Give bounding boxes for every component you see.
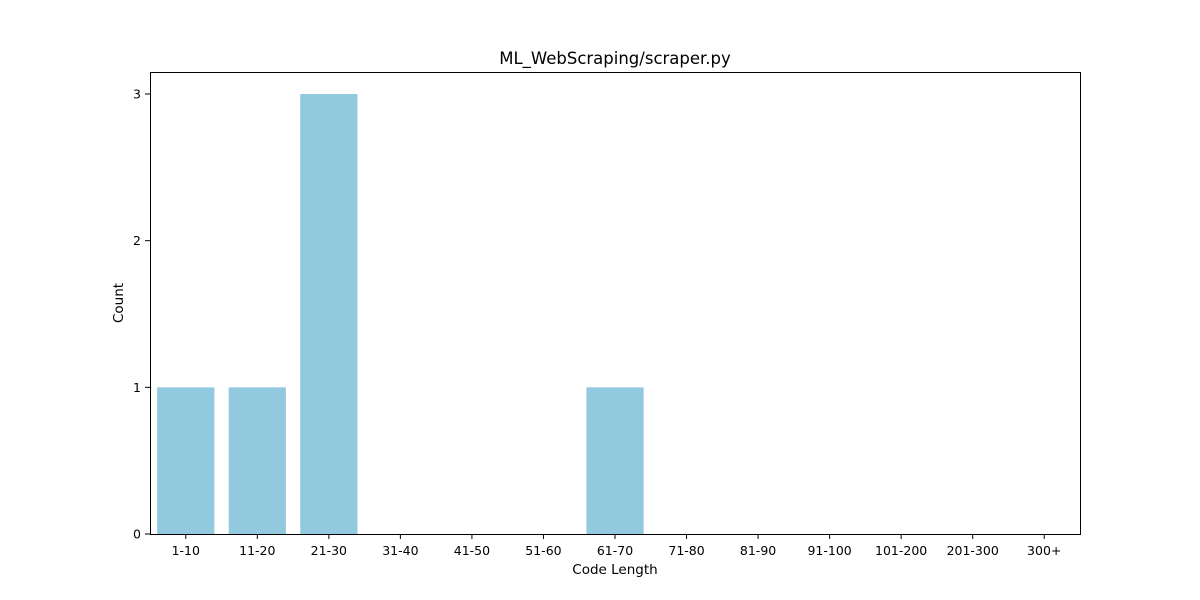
x-tick-label: 101-200 xyxy=(875,543,927,558)
x-tick-label: 11-20 xyxy=(239,543,275,558)
y-tick-label: 0 xyxy=(133,527,141,542)
bar-11-20 xyxy=(228,387,286,534)
chart-title: ML_WebScraping/scraper.py xyxy=(499,49,731,69)
bar-1-10 xyxy=(157,387,215,534)
x-tick-label: 91-100 xyxy=(807,543,851,558)
x-tick-label: 81-90 xyxy=(740,543,776,558)
x-axis-ticks: 1-10 11-20 21-30 31-40 41-50 51-60 61-70 71-80 8… xyxy=(172,534,1061,558)
y-axis-ticks: 0 1 2 3 xyxy=(133,87,150,542)
bars-group xyxy=(157,94,644,534)
bar-61-70 xyxy=(586,387,644,534)
x-tick-label: 31-40 xyxy=(382,543,418,558)
x-tick-label: 71-80 xyxy=(668,543,704,558)
x-tick-label: 201-300 xyxy=(947,543,999,558)
y-axis-label: Count xyxy=(111,283,127,323)
bar-21-30 xyxy=(300,94,358,534)
x-tick-label: 300+ xyxy=(1027,543,1061,558)
x-tick-label: 1-10 xyxy=(172,543,200,558)
x-tick-label: 21-30 xyxy=(311,543,347,558)
x-tick-label: 61-70 xyxy=(597,543,633,558)
x-axis-label: Code Length xyxy=(572,562,657,578)
x-tick-label: 41-50 xyxy=(454,543,490,558)
y-tick-label: 3 xyxy=(133,87,141,102)
x-tick-label: 51-60 xyxy=(525,543,561,558)
y-tick-label: 1 xyxy=(133,380,141,395)
y-tick-label: 2 xyxy=(133,233,141,248)
